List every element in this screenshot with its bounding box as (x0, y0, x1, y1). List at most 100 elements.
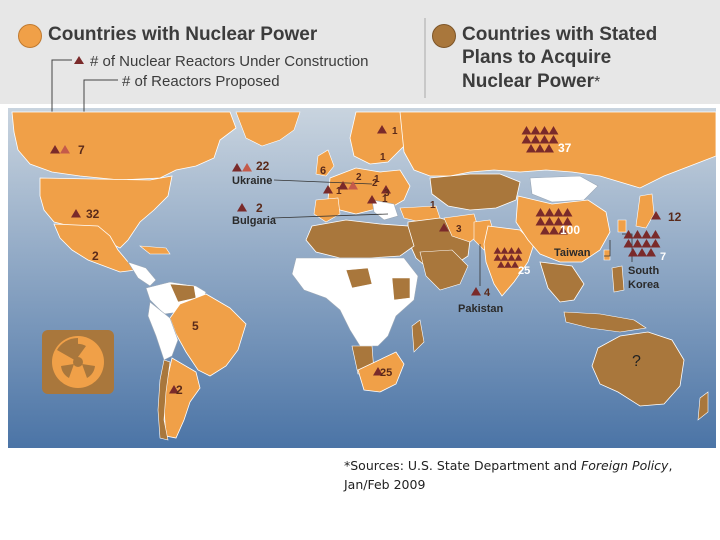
india-cluster-tri-2 (507, 247, 516, 254)
europe-d-marker (381, 185, 391, 194)
russia-cluster-tri-3 (548, 126, 559, 135)
country-mexico (53, 223, 137, 273)
russia-cluster-tri-0 (521, 126, 532, 135)
africa-central (291, 257, 419, 347)
europe-a-count: 2 (356, 172, 362, 183)
ukraine-count: 22 (256, 159, 270, 173)
southeast-asia (539, 261, 585, 303)
brazil-count: 5 (192, 319, 199, 333)
south-africa-marker (373, 367, 383, 376)
source-date: Jan/Feb 2009 (344, 477, 426, 492)
south-korea-cluster-tri-5 (632, 239, 643, 248)
south-korea-cluster-tri-3 (650, 230, 661, 239)
central-asia (429, 173, 521, 211)
france-count: 1 (336, 186, 342, 197)
country-australia (591, 331, 685, 407)
greenland (235, 111, 301, 147)
legend-proposed-label: # of Reactors Proposed (122, 73, 280, 90)
india-cluster-tri-0 (493, 247, 502, 254)
source-suffix: , (668, 458, 673, 473)
legend-stated-title-text: Nuclear Power (462, 71, 594, 92)
argentina-count: 2 (176, 383, 183, 397)
stated-swatch (432, 24, 456, 48)
turkey-marker (367, 195, 377, 204)
construction-marker-icon (74, 56, 84, 64)
china-cluster-tri-5 (544, 217, 555, 226)
china-cluster-tri-10 (558, 226, 568, 235)
japan-marker (651, 211, 661, 220)
country-south-africa (357, 351, 405, 393)
russia-cluster-tri-8 (526, 144, 536, 153)
label-ukraine: Ukraine (232, 175, 272, 187)
europe-b-count: 2 (372, 178, 378, 189)
bulgaria-count: 2 (256, 201, 263, 215)
label-pakistan: Pakistan (458, 303, 504, 315)
labels-layer: Ukraine Bulgaria Taiwan South Korea Pakistan? (232, 175, 660, 370)
pakistan-count: 4 (484, 287, 491, 299)
russia-cluster-tri-1 (530, 126, 541, 135)
madagascar (411, 319, 425, 353)
india-cluster-tri-9 (504, 261, 512, 268)
china-cluster-tri-7 (562, 217, 573, 226)
legend: Countries with Nuclear Power # of Nuclea… (0, 0, 720, 104)
pakistan-marker (471, 287, 481, 296)
country-japan (635, 193, 655, 229)
ukraine-marker-a (232, 163, 242, 172)
label-south-korea-2: Korea (628, 279, 660, 291)
china-cluster-tri-2 (553, 208, 564, 217)
argentina-marker (169, 385, 179, 394)
europe-c-count: 1 (374, 174, 380, 185)
india-cluster-tri-6 (507, 254, 516, 261)
alaska-proposed-marker-a (50, 145, 60, 154)
taiwan-leader (604, 240, 611, 257)
south-america-west (147, 301, 179, 361)
bulgaria-leader (271, 213, 389, 219)
legend-asterisk: * (594, 74, 601, 91)
source-prefix: *Sources: U.S. State Department and (344, 458, 582, 473)
russia-cluster-tri-5 (530, 135, 541, 144)
south-korea-cluster-tri-9 (637, 248, 647, 257)
india-cluster-tri-10 (511, 261, 519, 268)
mongolia (529, 175, 599, 203)
ukraine-marker-b (242, 163, 252, 172)
label-taiwan: Taiwan (554, 247, 591, 259)
russia-cluster-tri-9 (535, 144, 545, 153)
finland-marker (377, 125, 387, 134)
russia-cluster-tri-2 (539, 126, 550, 135)
india-count: 25 (518, 265, 530, 277)
label-south-korea-1: South (628, 265, 659, 277)
ukraine-leader (273, 179, 373, 185)
south-korea-cluster-tri-0 (623, 230, 634, 239)
india-cluster-tri-8 (497, 261, 505, 268)
country-kenya-region (391, 277, 411, 301)
china-cluster-tri-0 (535, 208, 546, 217)
balkans (371, 199, 399, 221)
china-cluster-tri-4 (535, 217, 546, 226)
china-count: 100 (560, 223, 580, 237)
china-cluster-tri-3 (562, 208, 573, 217)
south-korea-cluster-tri-4 (623, 239, 634, 248)
north-africa (305, 219, 415, 259)
alaska-proposed-count: 7 (78, 143, 85, 157)
usa-construction-count: 32 (86, 207, 100, 221)
radiation-icon (42, 330, 114, 394)
russia-cluster-tri-10 (544, 144, 554, 153)
indonesia (563, 311, 647, 333)
arabian-peninsula (419, 249, 469, 291)
alaska-proposed-marker-b (60, 145, 70, 154)
europe-d-count: 3 (384, 188, 390, 199)
india-cluster-tri-3 (514, 247, 523, 254)
south-korea-cluster-tri-1 (632, 230, 643, 239)
china-cluster-tri-6 (553, 217, 564, 226)
iran-marker (439, 223, 449, 232)
china-cluster-tri-9 (549, 226, 559, 235)
china-cluster-tri-1 (544, 208, 555, 217)
country-uk (315, 149, 335, 177)
south-korea-cluster-tri-8 (628, 248, 638, 257)
south-korea-cluster-tri-2 (641, 230, 652, 239)
russia-west-count: 1 (380, 152, 386, 163)
philippines (611, 265, 625, 293)
turkey-count: 1 (382, 194, 388, 205)
legend-stated-title-1: Countries with Stated (462, 24, 658, 45)
iran-count: 3 (456, 224, 462, 235)
